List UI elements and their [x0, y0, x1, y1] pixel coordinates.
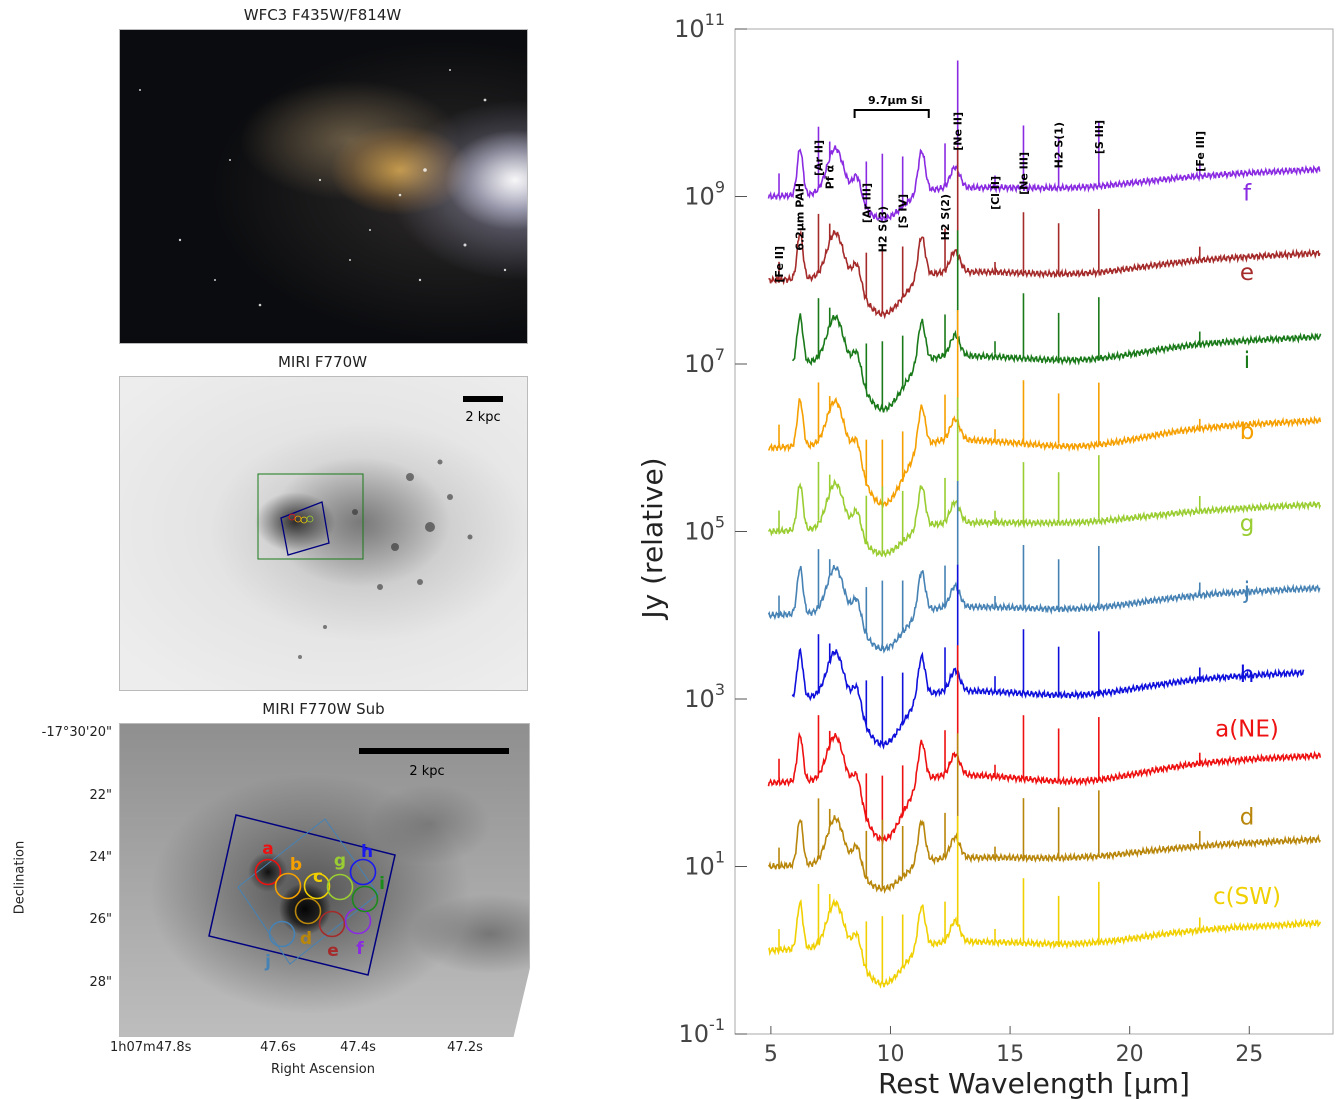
- y-tick-label-2: 103: [684, 680, 725, 713]
- scalebar-bar: [463, 396, 503, 402]
- sub-ylabel: Declination: [12, 840, 28, 915]
- hst-image: [119, 29, 528, 344]
- spectrum-b: [767, 396, 1322, 508]
- line-label-2: Pf α: [824, 165, 837, 190]
- x-tick-label-4: 25: [1235, 1042, 1263, 1067]
- x-axis-title: Rest Wavelength [μm]: [878, 1067, 1190, 1099]
- y-tick-label-3: 105: [684, 513, 725, 546]
- line-label-8: H2 S(2): [939, 194, 952, 240]
- y-axis-title: Jy (relative): [636, 457, 669, 620]
- region-label-e: e: [327, 941, 339, 961]
- region-circle-i: [351, 885, 379, 913]
- region-label-g: g: [334, 851, 346, 871]
- region-circle-c: [303, 872, 331, 900]
- region-label-a: a: [262, 839, 273, 859]
- series-label-c(SW): c(SW): [1213, 884, 1281, 910]
- sub-title: MIRI F770W Sub: [262, 700, 385, 718]
- line-label-3: [Ar II]: [812, 140, 825, 176]
- sub-xlabel: Right Ascension: [271, 1062, 375, 1077]
- ra-tick-1: 47.6s: [260, 1040, 296, 1055]
- spectrum-a(NE): [767, 731, 1322, 846]
- dec-tick-2: 24": [89, 850, 112, 865]
- sub-overlays: 2 kpc abc de f g hi j: [208, 748, 509, 976]
- line-label-9: [Ne II]: [952, 112, 965, 151]
- region-label-f: f: [356, 939, 364, 959]
- miri-title: MIRI F770W: [277, 353, 368, 371]
- hst-title: WFC3 F435W/F814W: [243, 6, 402, 24]
- line-label-4: [Ar III]: [860, 183, 873, 223]
- spectrum-f: [767, 145, 1321, 222]
- line-label-11: [Ne III]: [1017, 152, 1030, 195]
- region-circle-a: [254, 858, 282, 886]
- y-tick-label-5: 109: [684, 178, 725, 211]
- region-label-h: h: [361, 842, 373, 862]
- region-label-c: c: [313, 867, 323, 887]
- ra-tick-3: 47.2s: [447, 1040, 483, 1055]
- spectrum-g: [767, 478, 1322, 558]
- miri-overlays: 2 kpc: [257, 396, 503, 659]
- sub-mrs-box: [208, 814, 396, 976]
- scalebar-label: 2 kpc: [465, 410, 500, 425]
- spectrum-d: [767, 815, 1321, 894]
- dec-tick-0: -17°30'20": [41, 725, 112, 740]
- sub-scalebar-label: 2 kpc: [409, 764, 444, 779]
- nirspec-box: [257, 473, 364, 560]
- series-label-a(NE): a(NE): [1215, 716, 1279, 742]
- y-tick-label-1: 101: [684, 848, 725, 881]
- series-label-j: j: [1243, 578, 1250, 604]
- line-label-1: 6.2μm PAH: [794, 183, 807, 251]
- series-label-d: d: [1240, 804, 1255, 830]
- y-tick-label-6: 1011: [674, 10, 725, 43]
- line-label-12: H2 S(1): [1053, 122, 1066, 168]
- y-tick-label-0: 10-1: [679, 1015, 726, 1048]
- sub-scalebar-bar: [359, 748, 509, 754]
- series-label-h: h: [1240, 662, 1255, 688]
- sub-nirspec-box: [237, 818, 379, 965]
- region-circle-g: [326, 873, 354, 901]
- region-label-b: b: [290, 855, 302, 875]
- region-circle-j: [268, 920, 296, 948]
- line-label-7: 9.7μm Si: [868, 94, 923, 107]
- miri-image: 2 kpc: [119, 376, 528, 691]
- x-tick-label-0: 5: [764, 1042, 778, 1067]
- line-label-13: [S III]: [1093, 120, 1106, 154]
- region-label-j: j: [264, 952, 271, 972]
- spectrum-h: [791, 647, 1305, 750]
- dec-tick-1: 22": [89, 788, 112, 803]
- x-tick-label-2: 15: [996, 1042, 1024, 1067]
- region-label-d: d: [300, 929, 312, 949]
- dec-tick-3: 26": [89, 912, 112, 927]
- region-label-i: i: [379, 874, 385, 894]
- x-tick-label-3: 20: [1116, 1042, 1144, 1067]
- spectrum-j: [767, 564, 1321, 654]
- series-label-e: e: [1240, 260, 1254, 286]
- spectrum-e: [768, 229, 1321, 320]
- series-label-b: b: [1240, 419, 1255, 445]
- spectrum-c(SW): [767, 898, 1322, 989]
- dec-tick-4: 28": [89, 975, 112, 990]
- y-tick-label-4: 107: [684, 345, 725, 378]
- ra-tick-2: 47.4s: [340, 1040, 376, 1055]
- region-circle-h: [349, 858, 377, 886]
- mrs-box: [280, 501, 330, 556]
- line-label-5: H2 S(3): [876, 206, 889, 252]
- region-circle-f: [344, 907, 372, 935]
- series-label-g: g: [1240, 511, 1255, 537]
- line-label-0: [Fe II]: [773, 246, 786, 283]
- region-circle-d: [294, 897, 322, 925]
- ra-tick-0: 1h07m47.8s: [110, 1040, 192, 1055]
- series-label-i: i: [1244, 348, 1250, 374]
- si-bracket: [853, 109, 930, 118]
- series-label-f: f: [1243, 180, 1252, 206]
- line-label-6: [S IV]: [897, 194, 910, 228]
- line-label-14: [Fe III]: [1194, 131, 1207, 172]
- hst-star-field: [139, 69, 507, 307]
- region-circle-b: [274, 872, 302, 900]
- line-label-10: [Cl II]: [989, 176, 1002, 210]
- x-tick-label-1: 10: [876, 1042, 904, 1067]
- region-circle-e: [318, 910, 346, 938]
- plot-frame: [734, 28, 1334, 1035]
- spectrum-i: [792, 313, 1322, 413]
